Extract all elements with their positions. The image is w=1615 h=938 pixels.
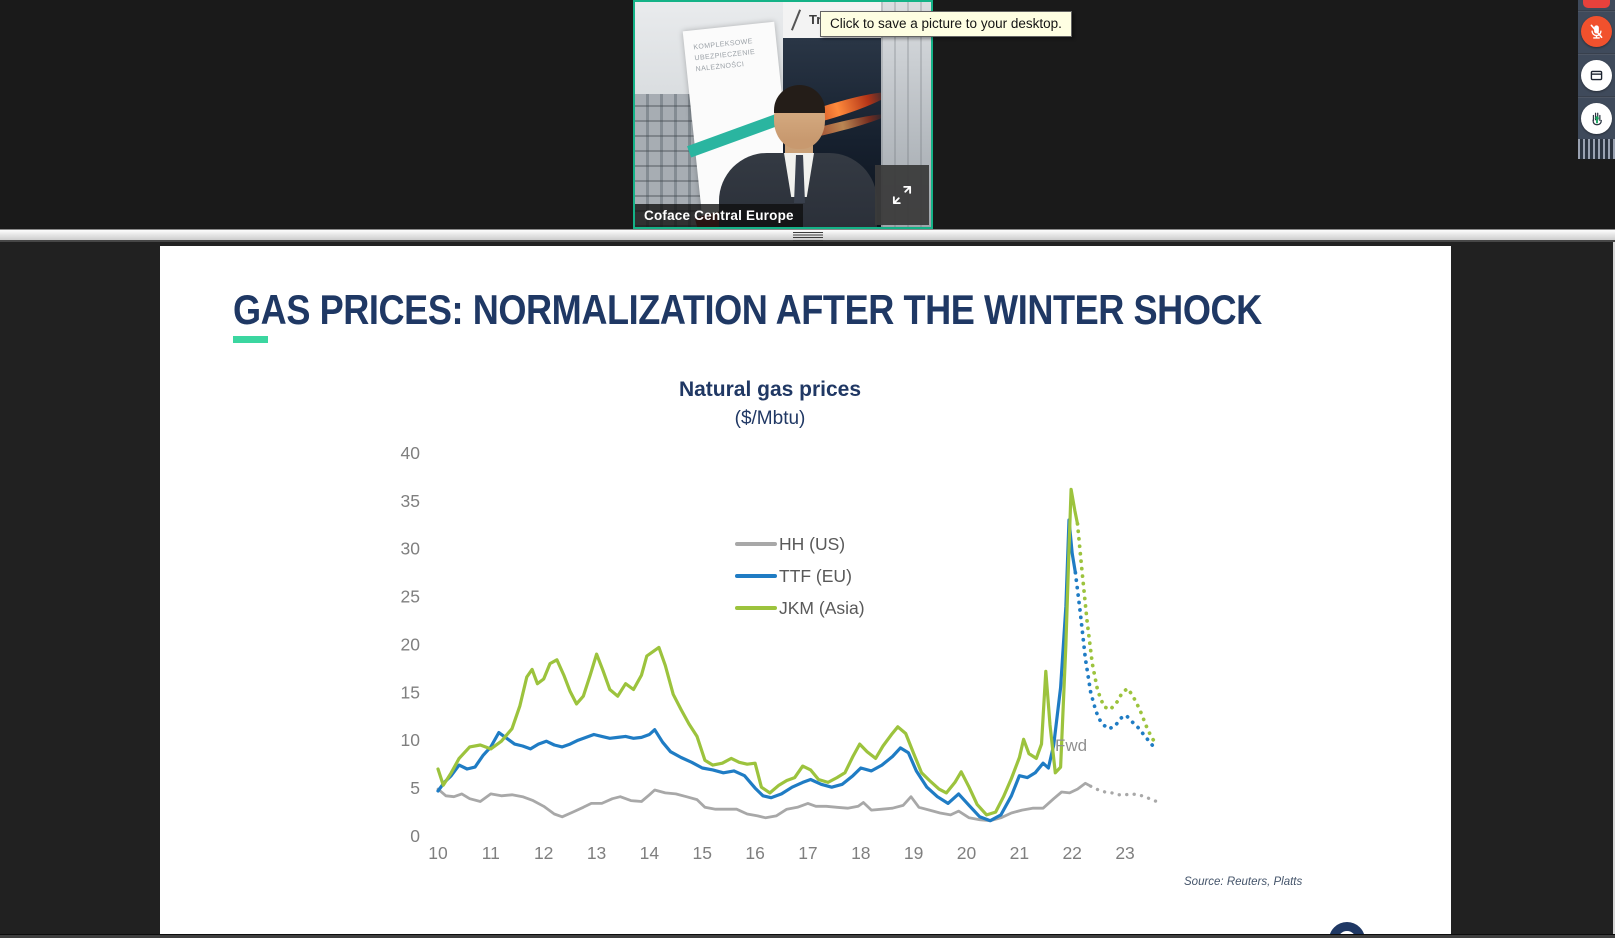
top-button-partial[interactable] [1583, 0, 1610, 8]
x-axis-tick-label: 12 [534, 843, 553, 863]
presentation-slide: GAS PRICES: NORMALIZATION AFTER THE WINT… [160, 246, 1451, 934]
video-thumbnail[interactable]: KOMPLEKSOWE UBEZPIECZENIE NALEŻNOŚCI Tra… [633, 0, 933, 229]
participant-name-label: Coface Central Europe [635, 204, 803, 227]
series-line-ttf-eu [436, 518, 1078, 823]
legend-line-sample [735, 574, 777, 578]
shared-content-area: GAS PRICES: NORMALIZATION AFTER THE WINT… [0, 242, 1615, 938]
series-forecast-ttf-eu [1073, 570, 1158, 752]
window-bottom-edge [0, 934, 1615, 938]
poster-slash-graphic [790, 9, 802, 31]
sidebar-divider [1578, 53, 1615, 55]
legend-label: JKM (Asia) [779, 597, 865, 618]
x-axis-tick-label: 18 [851, 843, 870, 863]
accent-bar [233, 336, 268, 343]
splitter-handle[interactable] [793, 232, 823, 241]
x-axis-tick-label: 13 [587, 843, 606, 863]
source-note: Source: Reuters, Platts [1184, 876, 1303, 888]
x-axis-tick-label: 10 [428, 843, 448, 863]
tooltip: Click to save a picture to your desktop. [820, 11, 1072, 37]
x-axis-tick-label: 19 [904, 843, 923, 863]
y-axis-tick-label: 35 [401, 491, 420, 511]
x-axis-tick-label: 11 [482, 843, 500, 863]
x-axis-tick-label: 16 [745, 843, 764, 863]
presenter-tie [794, 155, 805, 203]
legend-item: TTF (EU) [735, 560, 865, 592]
y-axis-tick-label: 15 [401, 682, 420, 702]
y-axis-tick-label: 30 [401, 539, 421, 559]
legend-label: TTF (EU) [779, 565, 852, 586]
natural-gas-prices-chart: 0 5 10 15 20 25 30 35 40 10 11 12 13 14 15 16 17 18 19 20 21… [401, 443, 1159, 863]
control-sidebar [1578, 0, 1615, 159]
sidebar-divider [1578, 10, 1615, 12]
x-axis-tick-label: 21 [1010, 843, 1029, 863]
y-axis-tick-label: 40 [401, 443, 421, 463]
legend-item: HH (US) [735, 528, 865, 560]
y-axis-tick-label: 5 [410, 778, 420, 798]
sidebar-drag-grip[interactable] [1578, 139, 1615, 159]
x-axis-tick-label: 20 [957, 843, 977, 863]
logo-ring [1329, 922, 1365, 934]
slide-title: GAS PRICES: NORMALIZATION AFTER THE WINT… [233, 286, 1262, 333]
raise-hand-button[interactable] [1581, 103, 1612, 134]
y-axis-tick-label: 20 [401, 634, 421, 654]
mute-microphone-button[interactable] [1581, 16, 1612, 47]
legend-item: JKM (Asia) [735, 592, 865, 624]
sidebar-divider [1578, 96, 1615, 98]
x-axis-tick-label: 17 [798, 843, 817, 863]
share-window-button[interactable] [1581, 60, 1612, 91]
chart-subtitle: ($/Mbtu) [734, 408, 806, 429]
forward-curve-annotation: Fwd [1055, 736, 1088, 755]
legend-line-sample [735, 606, 777, 610]
legend-label: HH (US) [779, 533, 846, 554]
microphone-muted-icon [1590, 24, 1603, 39]
y-axis-tick-label: 10 [401, 730, 421, 750]
window-right-edge [1613, 242, 1615, 938]
series-line-jkm-asia [436, 487, 1080, 817]
raise-hand-icon [1591, 112, 1602, 125]
expand-video-button[interactable] [875, 165, 929, 225]
coface-logo-partial [1325, 922, 1369, 934]
chart-legend: HH (US) TTF (EU) JKM (Asia) [735, 528, 865, 624]
y-axis-tick-label: 25 [401, 587, 420, 607]
expand-icon [892, 185, 912, 205]
banner-text: KOMPLEKSOWE UBEZPIECZENIE NALEŻNOŚCI [693, 36, 757, 76]
x-axis-tick-label: 23 [1115, 843, 1134, 863]
x-axis-tick-label: 14 [640, 843, 660, 863]
chart-title: Natural gas prices [678, 378, 862, 401]
x-axis-tick-label: 15 [693, 843, 712, 863]
window-icon [1590, 70, 1603, 81]
splitter-bar [0, 229, 1615, 242]
series-forecast-jkm-asia [1075, 521, 1158, 745]
x-axis-tick-label: 22 [1062, 843, 1081, 863]
legend-line-sample [735, 542, 777, 546]
y-axis-tick-label: 0 [410, 826, 420, 846]
series-forecast-hh-us [1089, 784, 1159, 804]
